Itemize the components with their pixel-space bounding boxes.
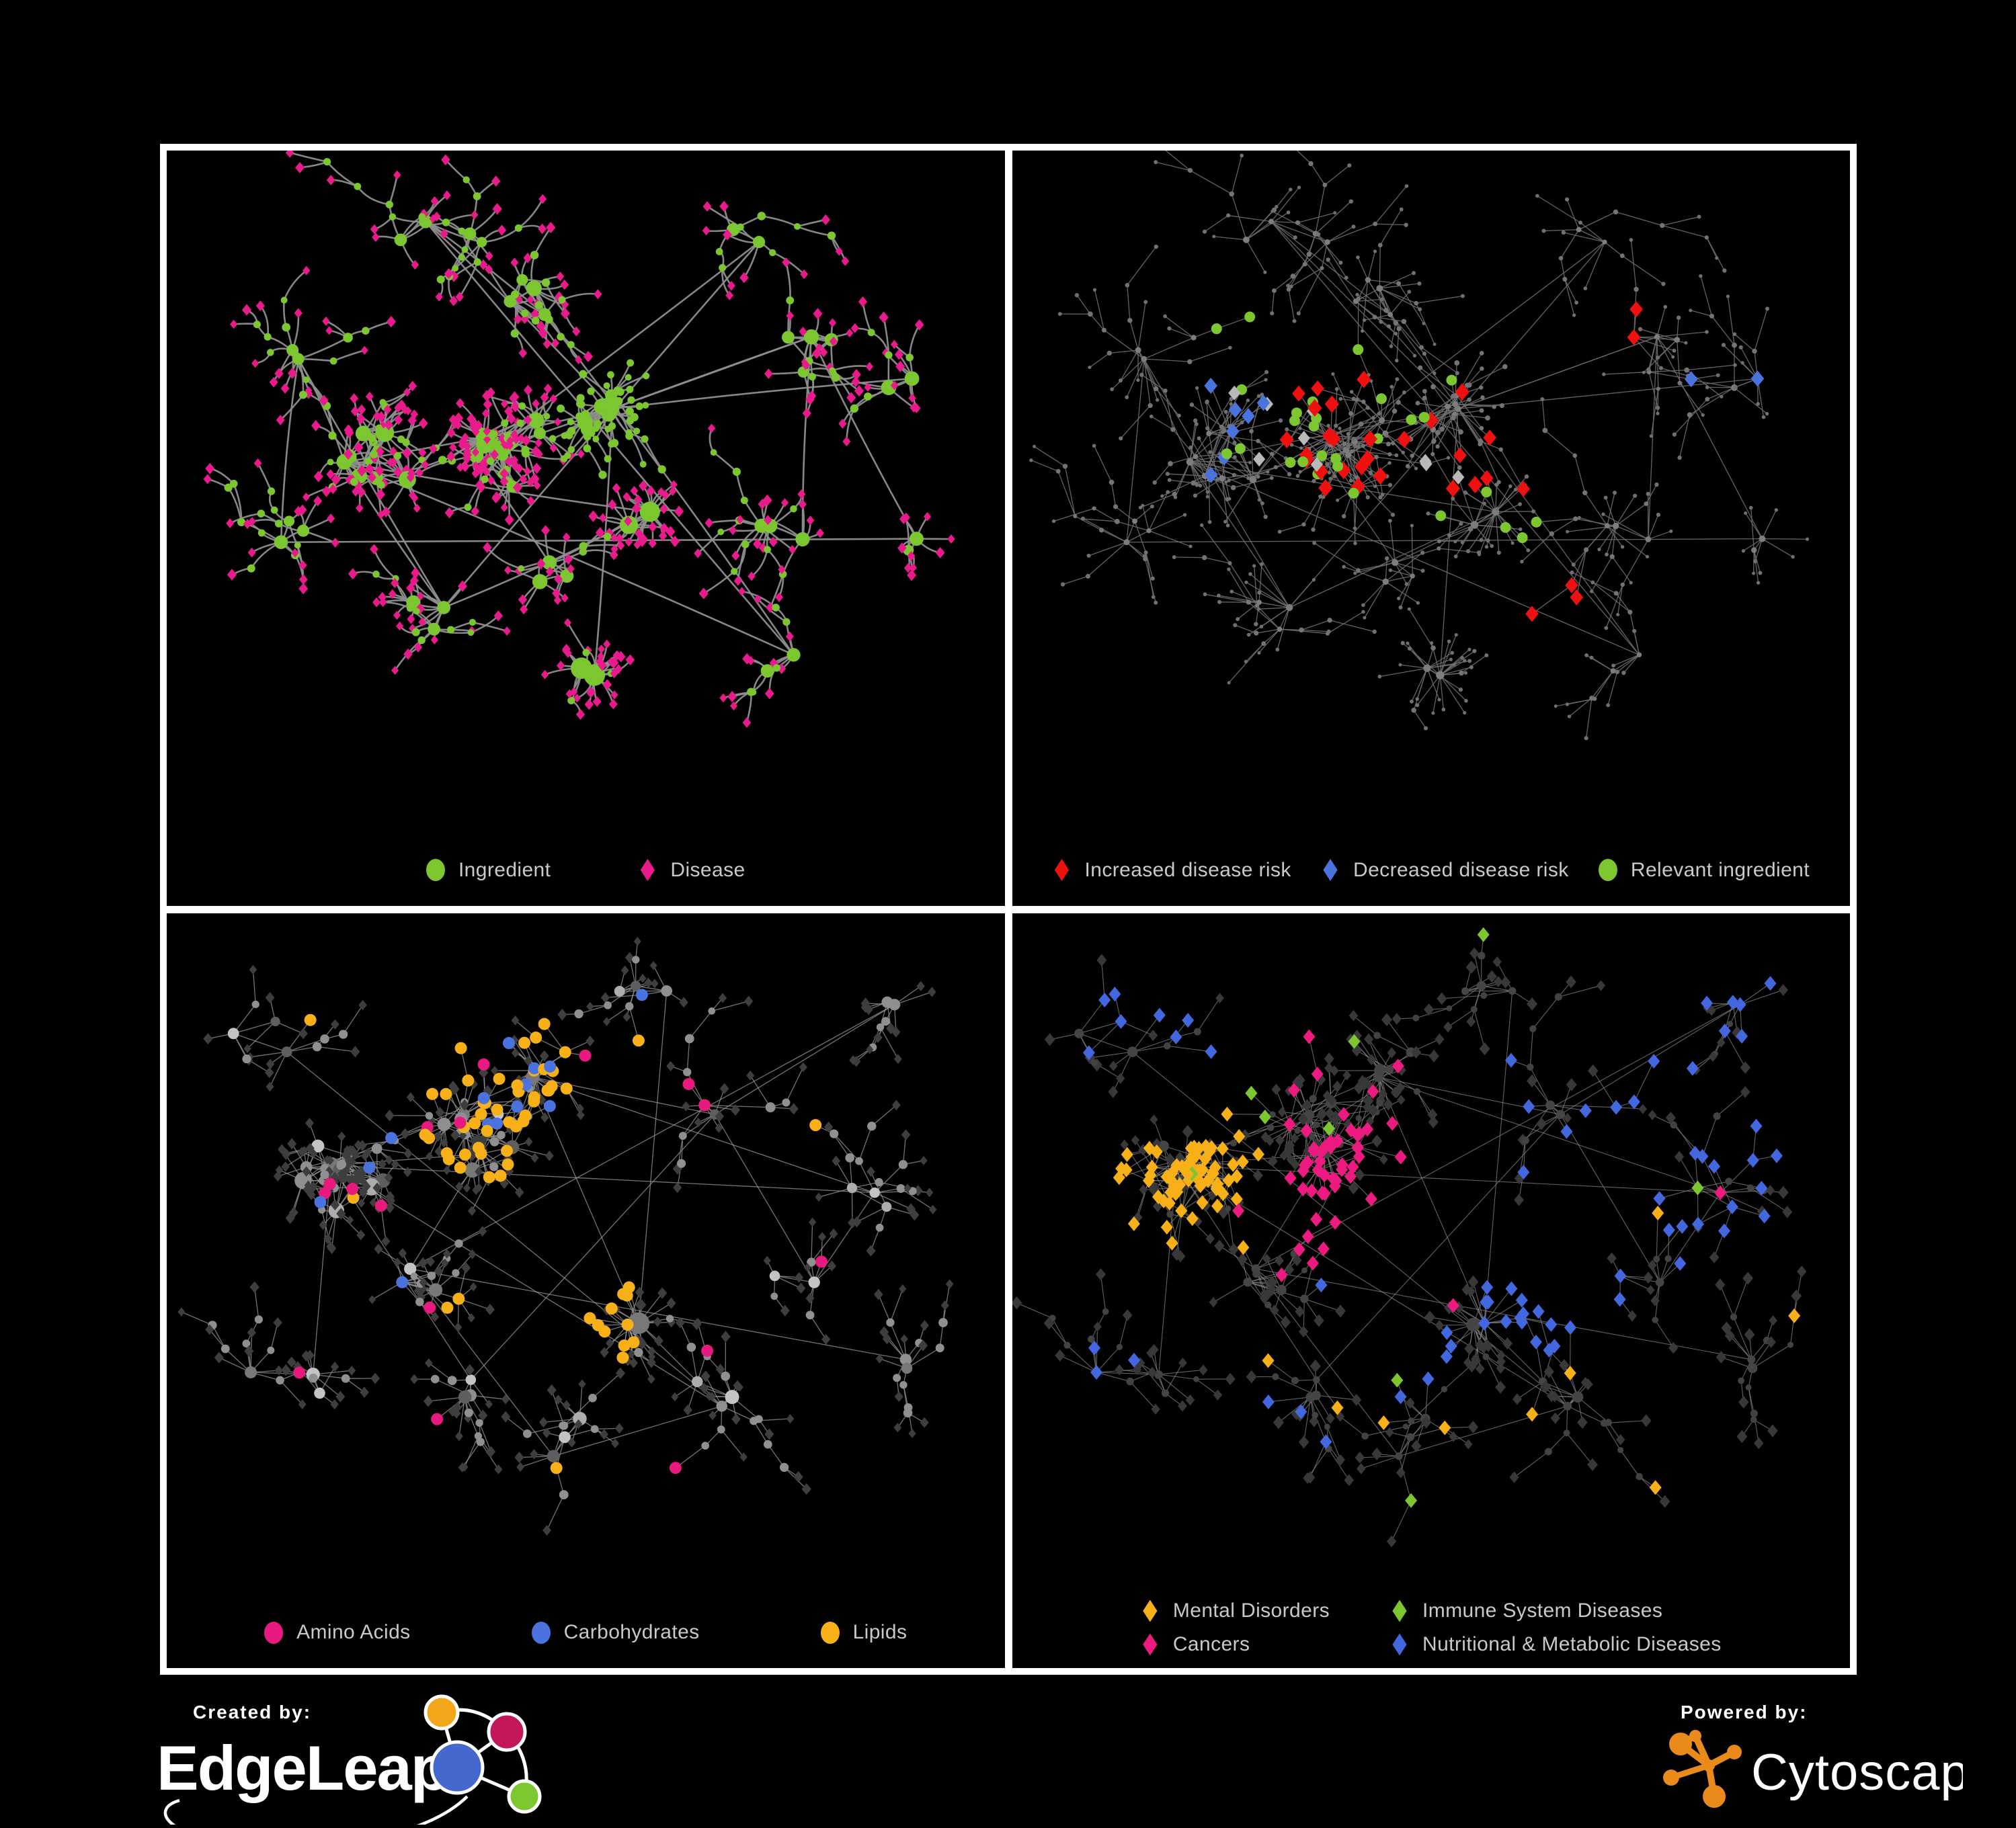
legend-label: Mental Disorders [1173,1600,1330,1622]
legend-item: Ingredient [426,859,551,882]
immune-system-diseases-legend-icon [1390,1600,1409,1622]
cytoscape-glyph [1663,1730,1742,1808]
legend-disease-risk: Increased disease risk Decreased disease… [1053,859,1810,882]
mental-disorders-legend-icon [1141,1600,1160,1622]
network-graph-nutrient-classes [167,913,1005,1669]
legend-label: Increased disease risk [1085,859,1291,882]
decreased-risk-legend-icon [1321,859,1340,881]
edgeleap-node-blue [432,1742,483,1793]
legend-label: Decreased disease risk [1353,859,1569,882]
legend-ingredient-disease: Ingredient Disease [167,859,1005,882]
legend-item: Decreased disease risk [1321,859,1569,882]
legend-item: Carbohydrates [532,1621,700,1644]
figure-grid: Ingredient Disease Increased disease ris… [160,144,1857,1675]
cytoscape-wordmark: Cytoscape [1751,1744,1963,1801]
disease-legend-icon [638,859,657,881]
legend-disease-classes: Mental Disorders Immune System Diseases … [1141,1600,1722,1656]
legend-nutrient-classes: Amino Acids Carbohydrates Lipids [167,1621,1005,1644]
legend-item: Disease [638,859,745,882]
network-graph-ingredient-disease [167,151,1005,906]
panel-disease-classes: Mental Disorders Immune System Diseases … [1012,913,1851,1669]
edgeleap-attribution: Created by: EdgeLeap [151,1690,595,1828]
legend-item: Relevant ingredient [1599,859,1810,882]
legend-label: Carbohydrates [564,1621,700,1644]
relevant-ingredient-legend-icon [1599,859,1617,881]
lipids-legend-icon [821,1622,840,1644]
panel-disease-risk: Increased disease risk Decreased disease… [1012,151,1851,906]
legend-item: Mental Disorders [1141,1600,1330,1622]
legend-label: Cancers [1173,1633,1250,1656]
created-by-label: Created by: [193,1702,311,1722]
legend-item: Increased disease risk [1053,859,1291,882]
amino-acids-legend-icon [264,1622,283,1644]
network-graph-disease-classes [1012,913,1851,1669]
edgeleap-node-green [509,1781,540,1812]
legend-label: Amino Acids [296,1621,410,1644]
panel-nutrient-classes: Amino Acids Carbohydrates Lipids [167,913,1005,1669]
legend-item: Immune System Diseases [1390,1600,1662,1622]
legend-item: Lipids [821,1621,908,1644]
ingredient-legend-icon [426,859,445,881]
carbohydrates-legend-icon [532,1622,551,1644]
powered-by-label: Powered by: [1681,1702,1807,1722]
legend-label: Ingredient [458,859,551,882]
legend-label: Immune System Diseases [1422,1600,1662,1622]
cancers-legend-icon [1141,1634,1160,1656]
legend-item: Amino Acids [264,1621,410,1644]
panel-ingredient-disease: Ingredient Disease [167,151,1005,906]
cytoscape-attribution: Powered by: Cytoscape [1613,1690,1963,1821]
edgeleap-wordmark: EdgeLeap [157,1733,448,1803]
increased-risk-legend-icon [1053,859,1072,881]
legend-label: Disease [670,859,745,882]
legend-item: Cancers [1141,1633,1250,1656]
edgeleap-logo: Created by: EdgeLeap [151,1690,595,1825]
legend-item: Nutritional & Metabolic Diseases [1390,1633,1722,1656]
edgeleap-node-orange [426,1696,458,1729]
cytoscape-logo: Powered by: Cytoscape [1613,1690,1963,1818]
network-graph-disease-risk [1012,151,1851,906]
legend-label: Relevant ingredient [1631,859,1810,882]
legend-label: Nutritional & Metabolic Diseases [1422,1633,1722,1656]
edgeleap-node-crimson [489,1714,525,1750]
legend-label: Lipids [853,1621,908,1644]
nutritional-metabolic-diseases-legend-icon [1390,1634,1409,1656]
